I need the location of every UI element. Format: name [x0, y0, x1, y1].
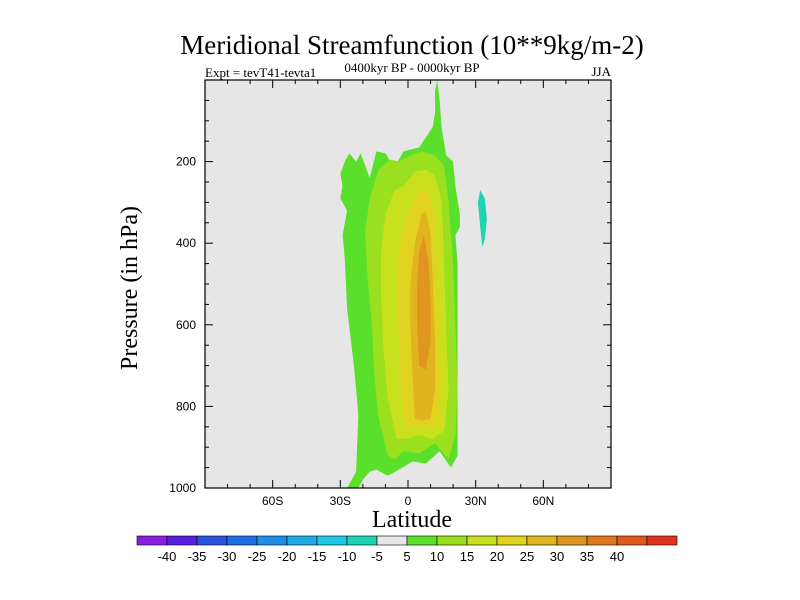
colorbar-swatch — [526, 535, 558, 546]
colorbar-label: -5 — [371, 549, 383, 564]
colorbar-swatch — [256, 535, 288, 546]
colorbar-swatch — [286, 535, 318, 546]
colorbar-label: -30 — [218, 549, 237, 564]
contour-level-30 — [417, 235, 431, 370]
colorbar-label: -35 — [188, 549, 207, 564]
colorbar-swatch — [166, 535, 198, 546]
colorbar-label: 10 — [430, 549, 444, 564]
colorbar-label: -20 — [278, 549, 297, 564]
x-tick-label: 60N — [532, 494, 554, 508]
subtitle-right: JJA — [591, 64, 611, 79]
colorbar-swatch — [496, 535, 528, 546]
colorbar-swatch — [226, 535, 258, 546]
colorbar-label: 35 — [580, 549, 594, 564]
y-tick-label: 600 — [176, 318, 196, 332]
colorbar-label: 30 — [550, 549, 564, 564]
subtitle-center: 0400kyr BP - 0000kyr BP — [344, 60, 479, 75]
x-tick-label: 60S — [262, 494, 283, 508]
y-tick-label: 200 — [176, 155, 196, 169]
y-tick-label: 400 — [176, 236, 196, 250]
colorbar-swatch — [316, 535, 348, 546]
colorbar-swatch — [556, 535, 588, 546]
x-tick-label: 0 — [405, 494, 412, 508]
colorbar-label: 5 — [403, 549, 410, 564]
colorbar-label: 15 — [460, 549, 474, 564]
colorbar-label: 25 — [520, 549, 534, 564]
colorbar-swatch — [436, 535, 468, 546]
colorbar-swatch — [346, 535, 378, 546]
colorbar-swatch — [136, 535, 168, 546]
colorbar-swatch — [586, 535, 618, 546]
colorbar-label: -25 — [248, 549, 267, 564]
axis-ticks: 60S 30S 0 30N 60N 200 400 600 800 1000 — [169, 79, 612, 508]
contour-level-neg5 — [477, 190, 487, 248]
colorbar-label: 20 — [490, 549, 504, 564]
colorbar: -40 -35 -30 -25 -20 -15 -10 -5 5 10 15 20 25 30 35 40 — [136, 535, 678, 564]
colorbar-swatch — [466, 535, 498, 546]
x-axis-label: Latitude — [372, 507, 452, 533]
y-tick-label: 800 — [176, 399, 196, 413]
colorbar-swatch — [406, 535, 438, 546]
colorbar-swatch — [616, 535, 648, 546]
y-axis-label: Pressure (in hPa) — [117, 206, 143, 370]
chart-title: Meridional Streamfunction (10**9kg/m-2) — [180, 30, 643, 60]
colorbar-swatch — [376, 535, 408, 546]
x-tick-label: 30S — [330, 494, 351, 508]
colorbar-label: 40 — [610, 549, 624, 564]
colorbar-label: -15 — [308, 549, 327, 564]
subtitle-left: Expt = tevT41-tevta1 — [205, 65, 316, 80]
contour-regions — [340, 80, 487, 488]
colorbar-label: -10 — [338, 549, 357, 564]
colorbar-swatch — [646, 535, 678, 546]
x-tick-label: 30N — [465, 494, 487, 508]
colorbar-label: -40 — [158, 549, 177, 564]
y-tick-label: 1000 — [169, 481, 196, 495]
colorbar-swatch — [196, 535, 228, 546]
